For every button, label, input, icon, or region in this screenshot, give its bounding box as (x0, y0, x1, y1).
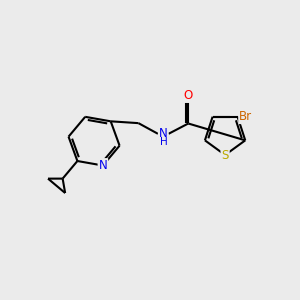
Text: O: O (184, 89, 193, 102)
Text: N: N (159, 127, 168, 140)
Text: S: S (221, 148, 229, 161)
Text: Br: Br (239, 110, 252, 123)
Text: H: H (160, 137, 168, 147)
Text: N: N (98, 159, 107, 172)
